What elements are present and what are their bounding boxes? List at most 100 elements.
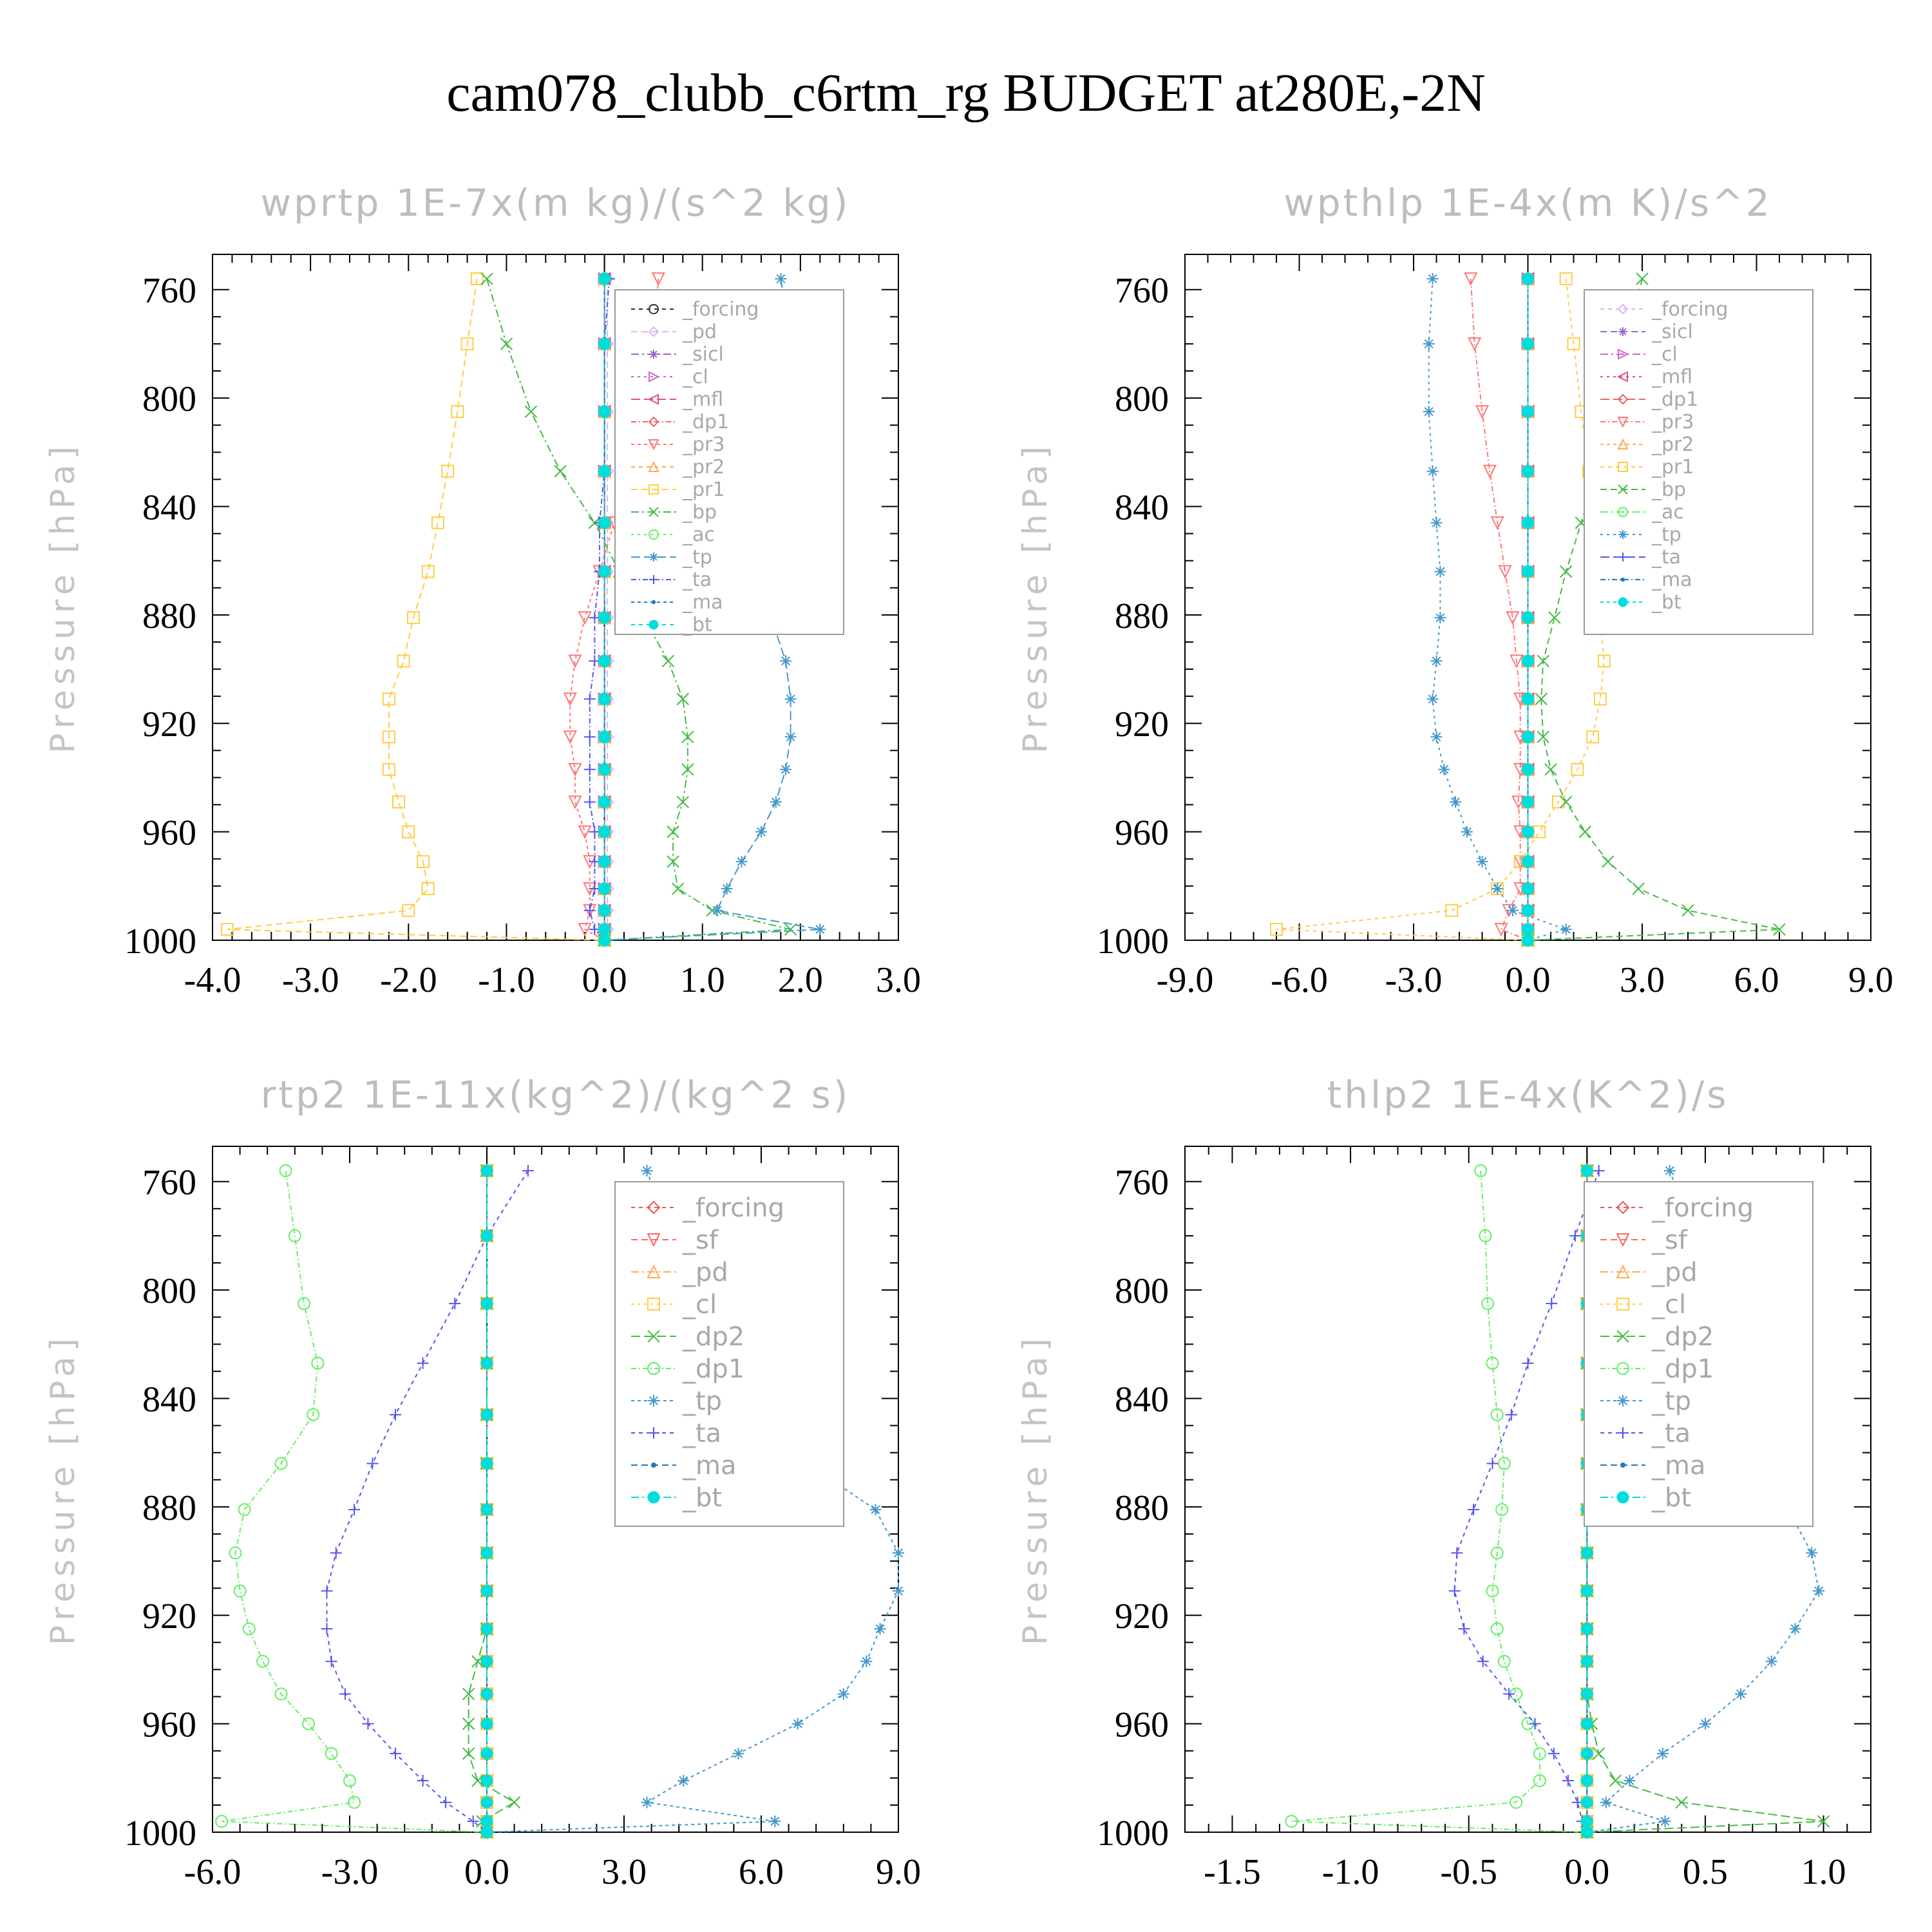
legend-marker [1616, 1200, 1630, 1215]
data-point [1597, 654, 1611, 668]
legend-marker [1617, 393, 1629, 405]
data-point [1522, 904, 1534, 917]
y-tick-label: 840 [142, 488, 196, 527]
data-point [1285, 1815, 1298, 1828]
legend-label: _tp [1651, 1387, 1691, 1416]
data-point [563, 730, 577, 744]
data-point [1580, 1718, 1593, 1730]
data-point [1580, 1796, 1593, 1809]
data-point [480, 1826, 493, 1839]
legend-marker [1618, 530, 1627, 539]
legend-label: _bp [682, 501, 717, 524]
legend-label: _tp [682, 1387, 722, 1416]
data-point [1580, 1687, 1593, 1700]
data-point [1806, 1547, 1818, 1559]
x-tick-label: -9.0 [1157, 960, 1214, 1000]
data-point [1699, 1718, 1711, 1730]
data-point [1522, 934, 1534, 947]
legend-label: _dp1 [1651, 1354, 1714, 1384]
data-point [339, 1688, 351, 1700]
series-line [1428, 278, 1568, 941]
data-point [480, 1229, 493, 1242]
x-tick-label: 9.0 [876, 1852, 921, 1892]
y-tick-label: 800 [1115, 379, 1169, 419]
legend-label: _dp2 [1651, 1322, 1714, 1352]
data-point [480, 1747, 493, 1760]
data-point [791, 1718, 804, 1730]
data-point [382, 762, 395, 776]
legend-marker [649, 575, 658, 584]
data-point [568, 762, 582, 777]
data-point [578, 825, 592, 839]
data-point [1423, 406, 1435, 418]
data-point [1522, 795, 1534, 808]
legend-marker [1616, 1330, 1629, 1343]
y-tick-label: 920 [142, 1596, 196, 1636]
x-tick-label: 3.0 [876, 960, 921, 1000]
data-point [775, 272, 787, 285]
plot-frame [212, 1146, 899, 1833]
legend-box [614, 289, 844, 635]
data-point [837, 1688, 849, 1700]
data-point [462, 1747, 475, 1760]
y-axis-label: Pressure [hPa] [44, 441, 82, 753]
data-point [641, 1796, 653, 1808]
data-point [770, 796, 782, 808]
legend-marker [648, 439, 659, 451]
data-point [480, 1164, 493, 1177]
data-point [568, 795, 582, 810]
legend-marker [1618, 553, 1627, 562]
legend-label: _sicl [1651, 321, 1693, 343]
data-point [671, 882, 685, 895]
data-point [1505, 1408, 1517, 1421]
data-point [598, 692, 611, 705]
data-point [421, 882, 435, 896]
legend-label: _ac [1651, 501, 1684, 524]
data-point [274, 1457, 288, 1470]
data-point [462, 1687, 475, 1701]
y-tick-label: 1000 [1097, 1814, 1169, 1853]
series-line [1276, 278, 1605, 941]
data-point [1546, 1298, 1558, 1310]
panel-title: wprtp 1E-7x(m kg)/(s^2 kg) [261, 181, 851, 225]
data-point [755, 826, 767, 838]
data-point [390, 1747, 401, 1759]
data-point [480, 1815, 493, 1828]
legend-label: _ta [1651, 546, 1681, 569]
data-point [343, 1774, 356, 1788]
legend-label: _bt [1651, 1483, 1691, 1513]
legend-marker [1616, 1233, 1630, 1247]
data-point [402, 825, 415, 838]
data-point [480, 1503, 493, 1516]
legend-marker [647, 1233, 661, 1247]
data-point [814, 923, 826, 936]
x-tick-label: 6.0 [1734, 960, 1779, 1000]
data-point [676, 795, 689, 809]
data-point [681, 730, 694, 743]
series-line [1454, 1170, 1600, 1833]
legend-marker [1617, 438, 1629, 450]
data-point [1486, 1584, 1499, 1598]
data-point [480, 1297, 493, 1310]
series-line [1470, 278, 1528, 941]
data-point [1438, 763, 1450, 775]
data-point [598, 763, 611, 776]
data-point [598, 730, 611, 743]
legend-marker [649, 484, 659, 495]
legend-marker [1616, 1362, 1629, 1375]
data-point [1548, 1747, 1560, 1759]
series-line [589, 278, 611, 941]
data-point [1522, 565, 1534, 578]
legend-label: _dp1 [682, 1354, 744, 1384]
x-tick-label: 9.0 [1848, 960, 1893, 1000]
data-point [568, 654, 582, 668]
data-point [471, 1655, 484, 1668]
panel-title: rtp2 1E-11x(kg^2)/(kg^2 s) [261, 1073, 851, 1117]
legend-marker [1618, 597, 1628, 607]
series-line [326, 1170, 529, 1833]
legend-marker [1617, 303, 1629, 315]
data-point [1481, 1297, 1495, 1311]
y-tick-label: 760 [1115, 1163, 1169, 1203]
data-point [598, 654, 611, 667]
